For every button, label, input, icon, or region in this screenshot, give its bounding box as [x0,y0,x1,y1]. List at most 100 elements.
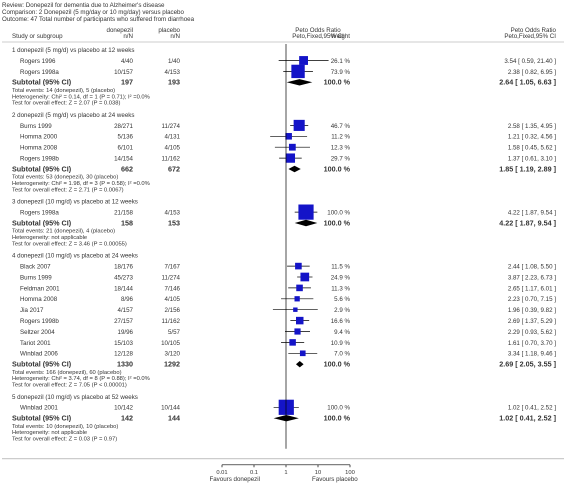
subgroup-title: 1 donepezil (5 mg/d) vs placebo at 12 we… [12,47,134,54]
study-estimate: 2.65 [ 1.17, 6.01 ] [508,285,556,292]
study-exp-events: 8/96 [121,296,134,303]
study-estimate: 2.58 [ 1.35, 4.95 ] [508,123,556,130]
study-exp-events: 12/128 [114,351,133,358]
study-exp-events: 18/176 [114,264,133,271]
study-name: Winblad 2006 [20,351,58,358]
subgroup-title: 4 donepezil (10 mg/d) vs placebo at 24 w… [12,253,138,260]
study-square [289,339,296,346]
study-estimate: 1.02 [ 0.41, 2.52 ] [508,405,556,412]
study-estimate: 2.44 [ 1.08, 5.50 ] [508,264,556,271]
subgroup-note: Total events: 166 (donepezil), 60 (place… [12,370,122,376]
study-weight: 9.4 % [334,329,350,336]
study-name: Burns 1999 [20,123,52,130]
subgroup-note: Test for overall effect: Z = 2.07 (P = 0… [12,101,120,107]
study-weight: 11.3 % [331,285,350,292]
study-ctrl-events: 11/274 [162,123,181,130]
study-exp-events: 4/40 [121,58,134,65]
subtotal-diamond [294,219,318,227]
subtotal-weight: 100.0 % [324,414,351,423]
subtotal-exp: 662 [121,164,133,173]
study-square [300,272,310,282]
study-ctrl-events: 4/105 [165,145,181,152]
study-estimate: 2.38 [ 0.82, 6.95 ] [508,69,556,76]
subtotal-weight: 100.0 % [324,164,351,173]
study-ctrl-events: 4/131 [165,134,181,141]
study-weight: 16.6 % [331,318,351,325]
study-weight: 26.1 % [331,58,351,65]
column-header-exp: donepezil [107,27,134,34]
study-exp-events: 45/273 [114,274,133,281]
study-name: Rogers 1998a [20,69,59,76]
study-square [285,153,296,163]
subgroup-note: Total events: 21 (donepezil), 4 (placebo… [12,229,115,235]
study-estimate: 2.29 [ 0.93, 5.62 ] [508,329,556,336]
study-exp-events: 6/101 [118,145,134,152]
study-name: Jia 2017 [20,307,44,314]
study-exp-events: 19/96 [118,329,134,336]
outcome-line: Outcome: 47 Total number of participants… [2,16,195,23]
study-name: Homma 2008 [20,145,58,152]
study-ctrl-events: 3/120 [165,351,181,358]
study-name: Rogers 1996 [20,58,56,65]
study-square [295,262,302,270]
study-exp-events: 4/157 [118,307,134,314]
study-estimate: 2.23 [ 0.70, 7.15 ] [508,296,556,303]
column-header-ctrl-n: n/N [170,33,180,40]
column-header-study: Study or subgroup [12,33,63,40]
study-weight: 100.0 % [327,210,350,217]
study-square [296,316,304,325]
study-exp-events: 21/158 [114,210,133,217]
subgroup-note: Heterogeneity: Chi² = 1.98, df = 3 (P = … [12,181,150,187]
subtotal-label: Subtotal (95% CI) [12,78,72,87]
comparison-line: Comparison: 2 Donepezil (5 mg/day or 10 … [2,9,184,16]
subtotal-diamond [295,361,304,368]
subtotal-estimate: 1.02 [ 0.41, 2.52 ] [499,414,556,423]
study-ctrl-events: 10/105 [161,340,180,347]
study-weight: 7.0 % [334,351,350,358]
study-estimate: 2.69 [ 1.37, 5.29 ] [508,318,556,325]
study-estimate: 1.61 [ 0.70, 3.70 ] [508,340,556,347]
subtotal-ctrl: 144 [168,414,180,423]
study-weight: 29.7 % [331,156,351,163]
subgroup-note: Total events: 14 (donepezil), 5 (placebo… [12,88,115,94]
study-square [293,119,305,131]
subtotal-estimate: 2.64 [ 1.05, 6.63 ] [499,78,556,87]
subtotal-diamond [288,165,301,173]
study-exp-events: 10/142 [114,405,133,412]
study-name: Rogers 1998a [20,210,59,217]
subgroup-title: 2 donepezil (5 mg/d) vs placebo at 24 we… [12,112,134,119]
subtotal-exp: 1330 [117,360,133,369]
study-name: Rogers 1998b [20,156,59,163]
x-axis-tick-label: 1 [284,470,287,476]
subtotal-exp: 197 [121,78,133,87]
subtotal-ctrl: 153 [168,218,180,227]
study-square [293,307,298,312]
column-header-plot: Peto Odds Ratio [295,27,341,34]
study-name: Tariot 2001 [20,340,51,347]
x-axis-tick-label: 0.01 [216,470,227,476]
subtotal-weight: 100.0 % [324,360,351,369]
subgroup-note: Test for overall effect: Z = 2.71 (P = 0… [12,187,124,193]
subgroup-note: Total events: 10 (donepezil), 10 (placeb… [12,424,118,430]
subtotal-exp: 142 [121,414,133,423]
study-exp-events: 10/157 [114,69,133,76]
study-exp-events: 27/157 [114,318,133,325]
subgroup-note: Heterogeneity: Chi² = 3.74, df = 8 (P = … [12,376,150,382]
study-square [296,284,303,292]
subtotal-estimate: 1.85 [ 1.19, 2.89 ] [499,164,556,173]
study-exp-events: 18/144 [114,285,133,292]
study-ctrl-events: 7/146 [165,285,181,292]
study-estimate: 3.54 [ 0.59, 21.40 ] [504,58,556,65]
subtotal-weight: 100.0 % [324,78,351,87]
study-square [298,204,314,220]
column-header-weight: Weight [331,33,350,40]
study-estimate: 1.58 [ 0.45, 5.62 ] [508,145,556,152]
subtotal-estimate: 4.22 [ 1.87, 9.54 ] [499,218,556,227]
study-estimate: 3.34 [ 1.18, 9.46 ] [508,351,556,358]
study-weight: 5.6 % [334,296,350,303]
subtotal-label: Subtotal (95% CI) [12,360,72,369]
column-header-plot-method: Peto,Fixed,95% CI [292,33,344,40]
study-name: Homma 2000 [20,134,58,141]
study-estimate: 4.22 [ 1.87, 9.54 ] [508,210,556,217]
